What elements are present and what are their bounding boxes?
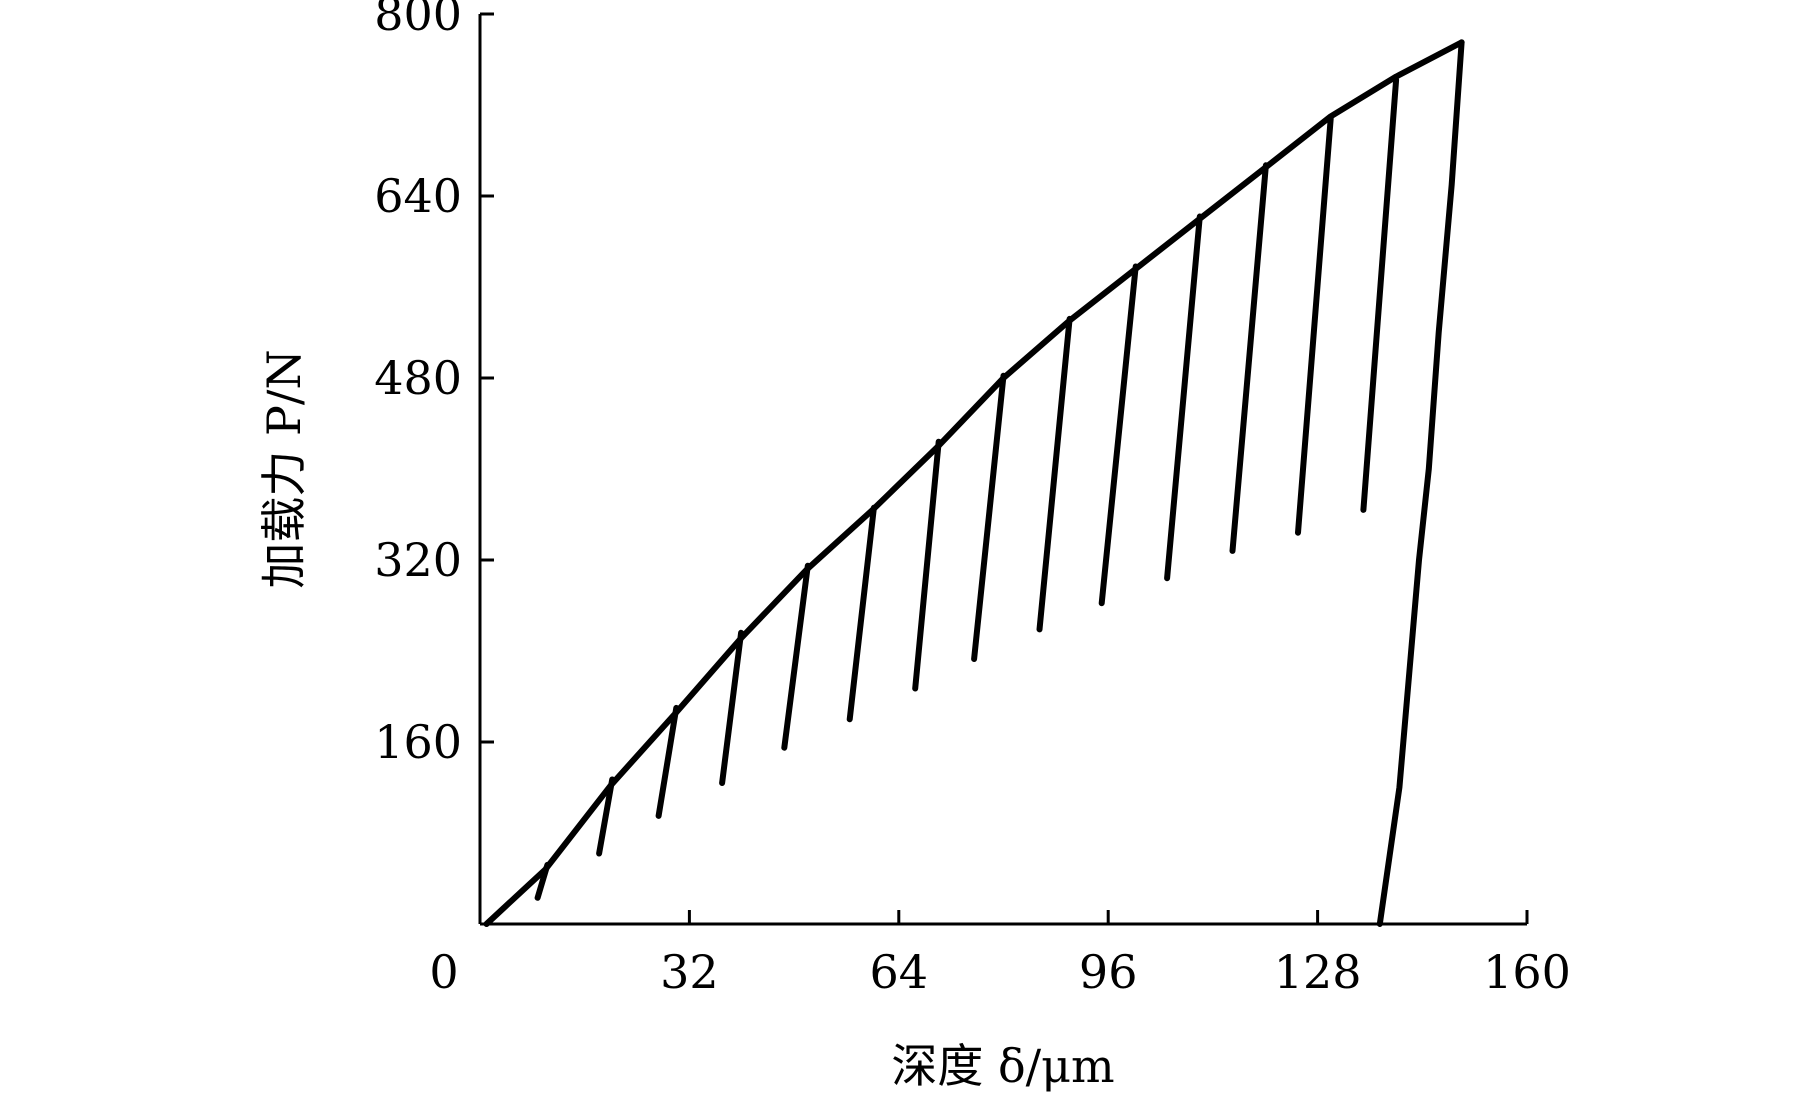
unloading-line [596,776,616,857]
x-tick-label: 96 [1079,945,1138,999]
x-tick-label: 0 [429,945,458,999]
loading-envelope-line [483,39,1465,927]
unloading-line [1098,263,1139,607]
x-axis-title: 深度 δ/μm [891,1039,1114,1093]
unloading-line [912,438,942,692]
unloading-line [719,629,745,786]
x-tick-label: 64 [870,945,929,999]
y-tick-label: 160 [374,715,462,769]
x-tick-label: 128 [1274,945,1362,999]
x-tick-label: 160 [1483,945,1571,999]
y-ticks: 160 320 480 640 800 [374,0,494,769]
unloading-line [1295,115,1334,536]
x-ticks: 0 32 64 96 128 160 [429,910,1571,999]
unloading-line [781,562,811,751]
final-unloading-line [1376,39,1465,927]
unloading-line [971,372,1007,662]
unloading-line [1229,162,1269,554]
unloading-line [534,861,551,901]
y-tick-label: 320 [374,533,462,587]
unloading-line [1164,213,1203,582]
unloading-line [1036,315,1073,633]
series [483,39,1465,927]
unloading-line [846,504,877,723]
y-tick-label: 800 [374,0,462,41]
y-tick-label: 480 [374,351,462,405]
axes [478,14,1527,926]
unloading-line [1360,77,1400,513]
unloading-line [655,704,680,819]
y-tick-label: 640 [374,169,462,223]
x-tick-label: 32 [660,945,719,999]
y-axis-title: 加载力 P/N [257,349,311,588]
